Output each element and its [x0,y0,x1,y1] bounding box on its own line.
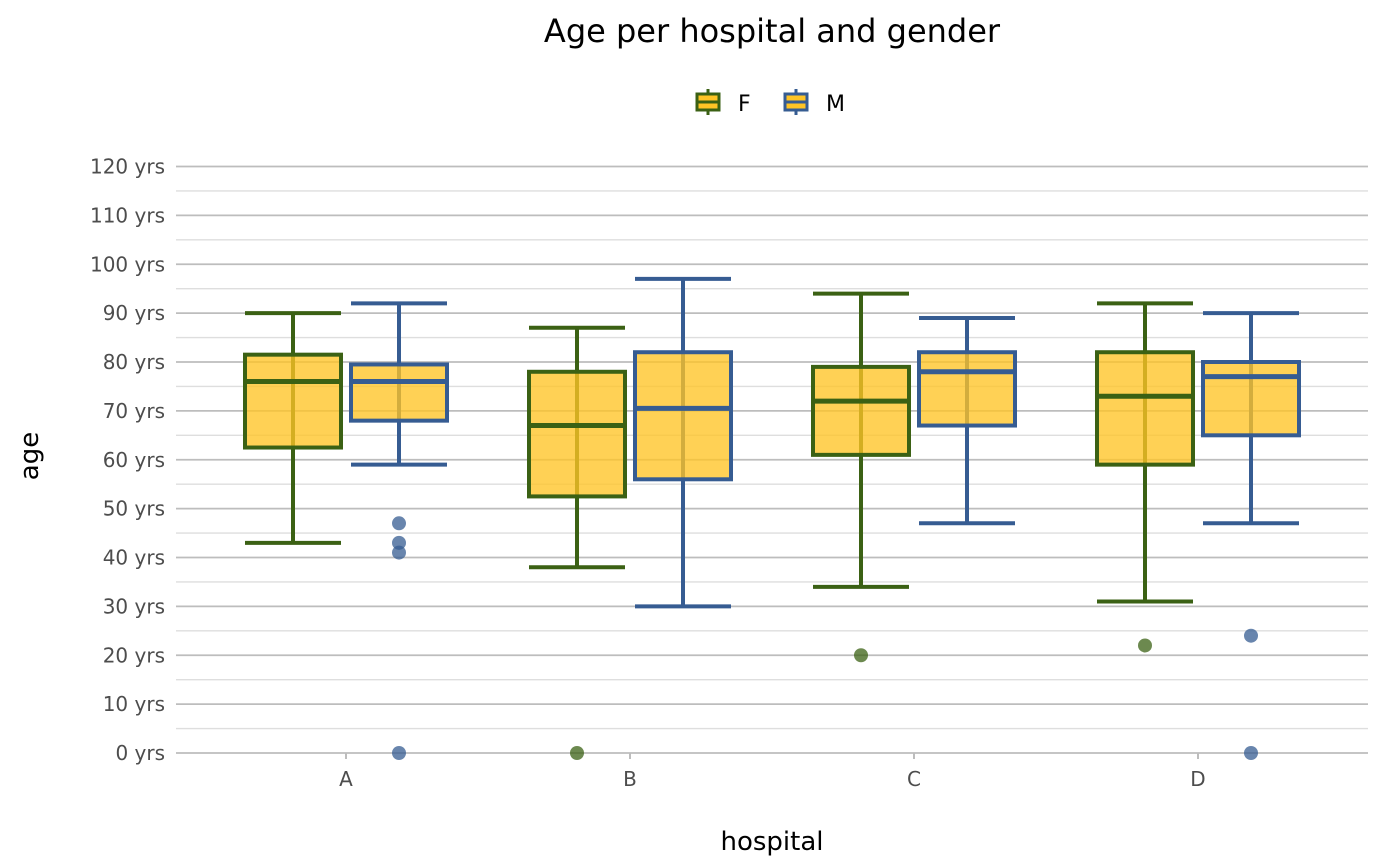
box-body [917,350,1017,428]
outlier-point [392,746,406,760]
outlier-point [854,648,868,663]
y-tick-label: 120 yrs [90,155,165,179]
x-tick-label: B [623,767,637,791]
box-m-d [1201,311,1301,526]
box-f-a [243,311,343,545]
box-body [633,350,733,482]
x-axis-ticks: A B C D [339,753,1206,791]
y-tick-label: 60 yrs [103,448,165,472]
x-tick-label: C [907,767,921,791]
legend-key-m [783,89,809,115]
outlier-points [392,516,1258,760]
box-body [243,352,343,450]
y-tick-label: 70 yrs [103,399,165,423]
legend-label-f: F [738,92,751,117]
y-tick-label: 80 yrs [103,350,165,374]
x-axis-title: hospital [720,827,823,857]
box-plots [243,276,1301,609]
outlier-point [1138,638,1152,653]
legend: F M [695,89,845,117]
y-tick-label: 0 yrs [115,741,165,765]
y-tick-label: 30 yrs [103,594,165,618]
outlier-point [392,516,406,531]
x-tick-label: D [1190,767,1205,791]
outlier-point [392,545,406,560]
box-body [527,369,627,499]
box-m-c [917,316,1017,526]
y-tick-label: 100 yrs [90,252,165,276]
y-axis-tick-labels: 0 yrs 10 yrs 20 yrs 30 yrs 40 yrs 50 yrs 60 yr… [90,155,165,766]
box-f-d [1095,301,1195,604]
box-body [1095,350,1195,467]
box-body [349,362,449,423]
legend-label-m: M [826,92,845,117]
box-m-b [633,276,733,609]
y-tick-label: 110 yrs [90,203,165,227]
outlier-point [570,746,584,760]
y-axis-title: age [15,432,45,480]
box-m-a [349,301,449,467]
outlier-point [1244,628,1258,643]
box-f-b [527,325,627,570]
y-tick-label: 40 yrs [103,546,165,570]
y-tick-label: 20 yrs [103,643,165,667]
outlier-point [1244,746,1258,760]
x-tick-label: A [339,767,353,791]
legend-key-f [695,89,721,115]
chart-title: Age per hospital and gender [544,12,1001,50]
y-tick-label: 50 yrs [103,497,165,521]
outlier-point [392,535,406,550]
y-tick-label: 10 yrs [103,692,165,716]
legend-item-m: M [783,89,845,117]
box-body [1201,360,1301,438]
legend-item-f: F [695,89,751,117]
box-f-c [811,291,911,589]
y-tick-label: 90 yrs [103,301,165,325]
box-body [811,364,911,457]
